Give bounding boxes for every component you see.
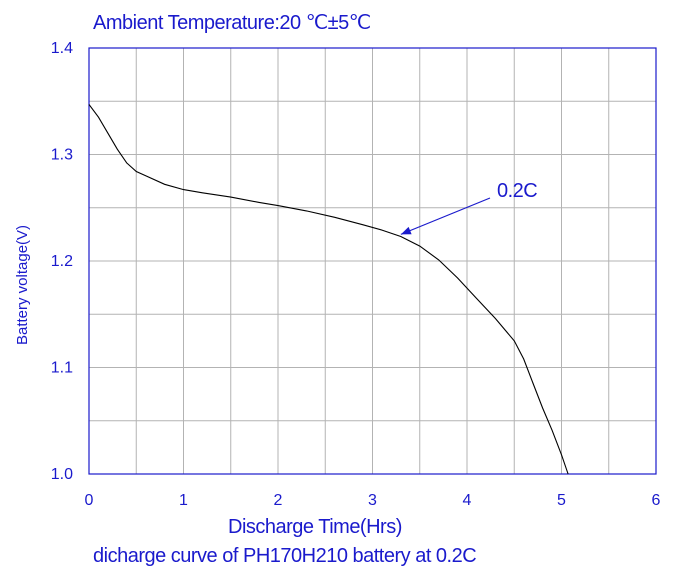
- chart-caption: dicharge curve of PH170H210 battery at 0…: [93, 545, 476, 567]
- x-tick-label: 5: [557, 492, 566, 509]
- y-tick-label: 1.3: [51, 147, 73, 164]
- y-tick-label: 1.2: [51, 253, 73, 270]
- annotation-arrow: [400, 197, 491, 235]
- y-tick-labels: 1.0 1.1 1.2 1.3 1.4: [51, 40, 73, 483]
- annotation-arrowhead: [400, 226, 412, 235]
- x-tick-label: 3: [368, 492, 377, 509]
- series-line-0.2C: [88, 104, 569, 475]
- x-tick-label: 6: [652, 492, 661, 509]
- y-tick-label: 1.1: [51, 360, 73, 377]
- plot-frame: [88, 47, 657, 475]
- x-tick-label: 4: [463, 492, 472, 509]
- x-axis-label: Discharge Time(Hrs): [228, 516, 402, 538]
- annotation-label: 0.2C: [497, 180, 537, 202]
- chart-title: Ambient Temperature:20 ℃±5℃: [93, 12, 371, 34]
- x-tick-labels: 0 1 2 3 4 5 6: [85, 492, 661, 509]
- x-tick-label: 2: [274, 492, 283, 509]
- x-tick-label: 0: [85, 492, 94, 509]
- x-tick-label: 1: [179, 492, 188, 509]
- y-tick-label: 1.4: [51, 40, 73, 57]
- grid: [89, 48, 656, 474]
- y-axis-label: Battery voltage(V): [14, 225, 31, 345]
- y-tick-label: 1.0: [51, 466, 73, 483]
